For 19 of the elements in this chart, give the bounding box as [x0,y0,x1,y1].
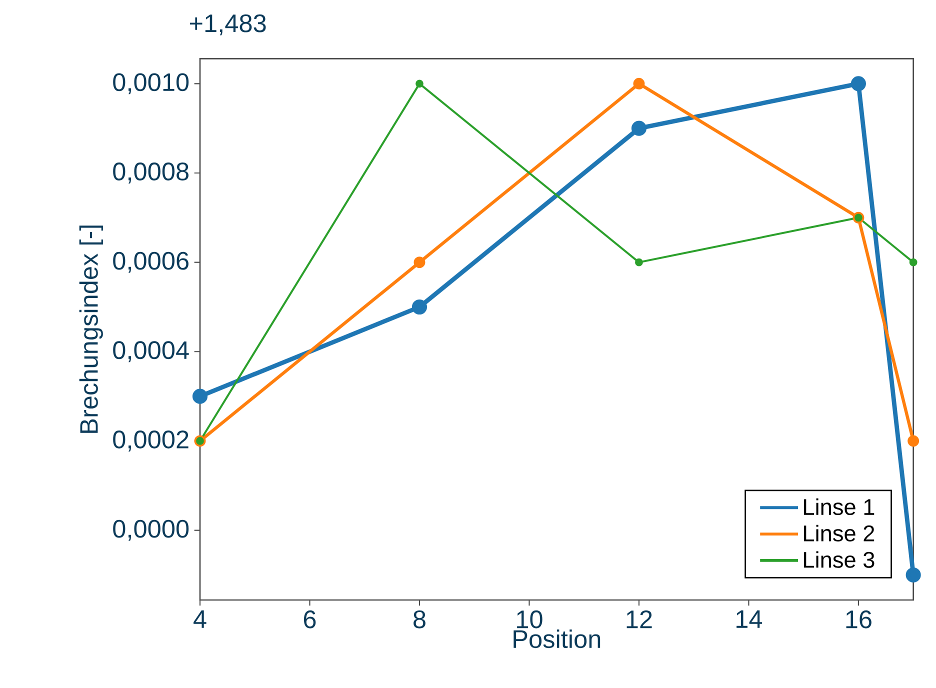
x-tick-label: 6 [304,610,316,628]
x-tick-label: 12 [626,610,652,628]
text: +1,483 [190,14,266,36]
x-tick-label: 14 [736,610,762,628]
y-tick-label: 0,0008 [113,162,188,184]
x-tick-label: 8 [414,610,426,628]
y-axis-title: Brechungsindex [-] [79,226,103,433]
y-tick-label: 0,0004 [113,341,189,362]
legend-label: Linse 1 [804,498,874,516]
x-tick-label: 4 [194,610,206,628]
x-tick-label: 16 [846,610,872,628]
y-tick-label: 0,0006 [113,252,188,273]
y-tick-label: 0,0010 [113,73,189,94]
y-tick-label: 0,0000 [113,520,189,541]
legend-label: Linse 3 [804,551,874,568]
y-tick-label: 0,0002 [113,430,188,452]
x-tick-label: 10 [517,610,542,628]
legend-label: Linse 2 [804,524,874,542]
x-axis-title: Position [514,629,600,648]
